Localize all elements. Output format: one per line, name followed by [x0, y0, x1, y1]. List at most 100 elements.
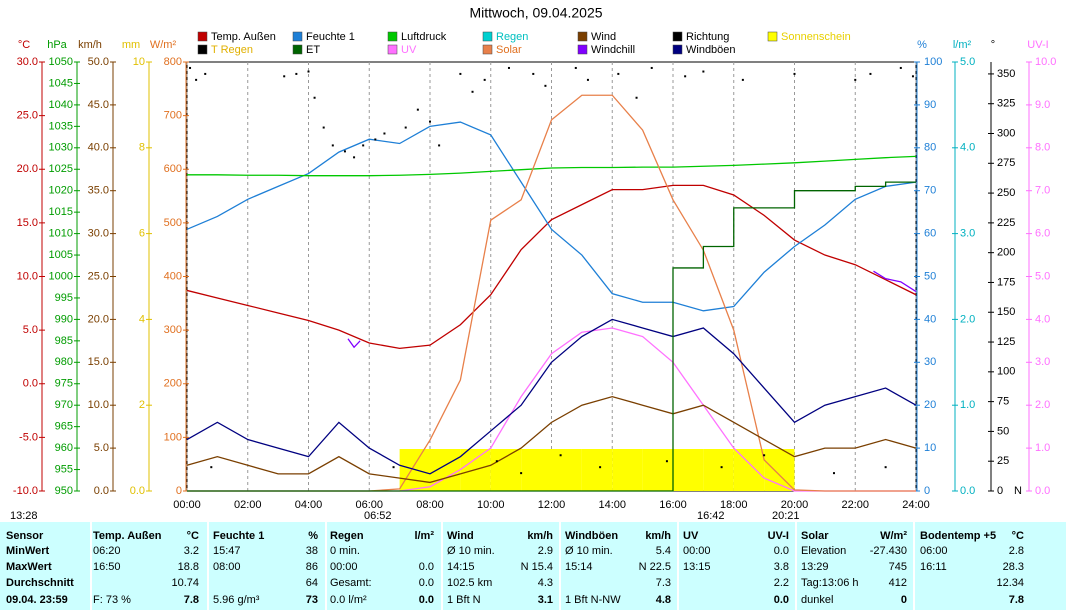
y-tick-label: 965 — [55, 421, 73, 433]
direction-dot — [307, 70, 310, 73]
cell-value: 0.0 — [418, 594, 434, 606]
series-line — [186, 395, 917, 484]
y-tick-label: 600 — [164, 163, 182, 175]
y-tick-label: 0.0 — [1035, 485, 1050, 497]
cell-value: 38 — [305, 545, 318, 557]
cell-value: 7.8 — [1008, 594, 1024, 606]
legend-swatch — [577, 44, 588, 55]
y-tick-label: 5.0 — [960, 56, 975, 68]
cell-note: Tag:13:06 h — [801, 577, 859, 589]
y-tick-label: 1035 — [49, 120, 73, 132]
cell-note: 14:15 — [447, 561, 475, 573]
y-tick-label: 20 — [924, 399, 936, 411]
column-separator — [795, 522, 797, 610]
y-tick-label: 970 — [55, 399, 73, 411]
legend-label: Windchill — [591, 44, 635, 56]
cell-note: 06:00 — [920, 545, 948, 557]
cell-note: 08:00 — [213, 561, 241, 573]
y-tick-label: 90 — [924, 99, 936, 111]
y-tick-label: 125 — [997, 336, 1015, 348]
legend-label: Wind — [591, 31, 616, 43]
direction-dot — [195, 78, 198, 81]
direction-dot — [684, 75, 687, 78]
y-tick-label: 955 — [55, 463, 73, 475]
direction-dot — [720, 466, 723, 469]
cell-note: 00:00 — [683, 545, 711, 557]
y-tick-label: 950 — [55, 485, 73, 497]
legend-label: Windböen — [686, 44, 736, 56]
y-tick-label: 20.0 — [17, 163, 38, 175]
cell-note: Elevation — [801, 545, 847, 557]
legend-label: Regen — [496, 31, 528, 43]
x-tick-label: 04:00 — [295, 499, 323, 511]
y-tick-label: 225 — [997, 217, 1015, 229]
y-tick-label: 300 — [164, 324, 182, 336]
legend-swatch — [482, 44, 493, 55]
y-tick-label: 4.0 — [960, 142, 975, 154]
series-line — [186, 318, 917, 475]
x-tick-label: 10:00 — [477, 499, 505, 511]
y-tick-label: 995 — [55, 292, 73, 304]
header-name: UV — [683, 530, 699, 542]
y-tick-label: 2 — [139, 399, 145, 411]
direction-dot — [586, 78, 589, 81]
direction-dot — [763, 454, 766, 457]
y-tick-label: 2.0 — [960, 313, 975, 325]
y-tick-label: 3.0 — [960, 228, 975, 240]
y-tick-label: 8.0 — [1035, 142, 1050, 154]
y-tick-label: 25.0 — [17, 110, 38, 122]
cell-note: dunkel — [801, 594, 834, 606]
legend-swatch — [197, 31, 208, 42]
direction-dot — [884, 466, 887, 469]
sunshine-band — [703, 449, 734, 491]
y-tick-label: 975 — [55, 378, 73, 390]
direction-dot — [544, 84, 547, 87]
sunshine-band — [673, 449, 704, 491]
direction-dot — [459, 72, 462, 75]
cell-value: 86 — [305, 561, 318, 573]
y-tick-label: 75 — [997, 396, 1009, 408]
sunshine-band — [521, 449, 552, 491]
series-line — [187, 155, 917, 177]
cell-note: 15:14 — [565, 561, 593, 573]
y-tick-label: 9.0 — [1035, 99, 1050, 111]
x-tick-label: 14:00 — [598, 499, 626, 511]
y-tick-label: 1040 — [49, 99, 73, 111]
header-unit: °C — [1011, 530, 1024, 542]
cell-value: 2.9 — [537, 545, 553, 557]
direction-dot — [899, 66, 902, 69]
y-tick-label: 980 — [55, 356, 73, 368]
cell-value: 0.0 — [418, 577, 434, 589]
direction-dot — [793, 72, 796, 75]
y-tick-label: 100 — [924, 56, 942, 68]
y-tick-label: 350 — [997, 68, 1015, 80]
legend-label: Richtung — [686, 31, 729, 43]
direction-dot — [416, 108, 419, 111]
direction-dot — [599, 466, 602, 469]
legend-label: UV — [401, 44, 417, 56]
column-separator — [559, 522, 561, 610]
cell-note: 00:00 — [330, 561, 358, 573]
legend-swatch — [482, 31, 493, 42]
legend-swatch — [767, 31, 778, 42]
y-tick-label: 1050 — [49, 56, 73, 68]
sunshine-band — [551, 449, 582, 491]
y-tick-label: 5.0 — [23, 324, 38, 336]
y-tick-label: 40 — [924, 313, 936, 325]
summary-table: Sensor Temp. Außen °C Feuchte 1% Regen l/m² Wi… — [0, 522, 1066, 610]
cell-value: 4.8 — [655, 594, 671, 606]
legend-label: T Regen — [211, 44, 253, 56]
legend-label: Temp. Außen — [211, 31, 276, 43]
cell-note: F: 73 % — [93, 594, 131, 606]
row-label: MinWert — [6, 545, 50, 557]
cell-value: 3.1 — [537, 594, 553, 606]
cell-value: 73 — [305, 594, 318, 606]
direction-dot — [617, 72, 620, 75]
x-tick-label: 16:00 — [659, 499, 687, 511]
y-tick-label: 1030 — [49, 142, 73, 154]
y-tick-label: 25 — [997, 455, 1009, 467]
cell-value: 2.2 — [773, 577, 789, 589]
direction-dot — [331, 144, 334, 147]
legend-swatch — [672, 44, 683, 55]
row-label: MaxWert — [6, 561, 52, 573]
